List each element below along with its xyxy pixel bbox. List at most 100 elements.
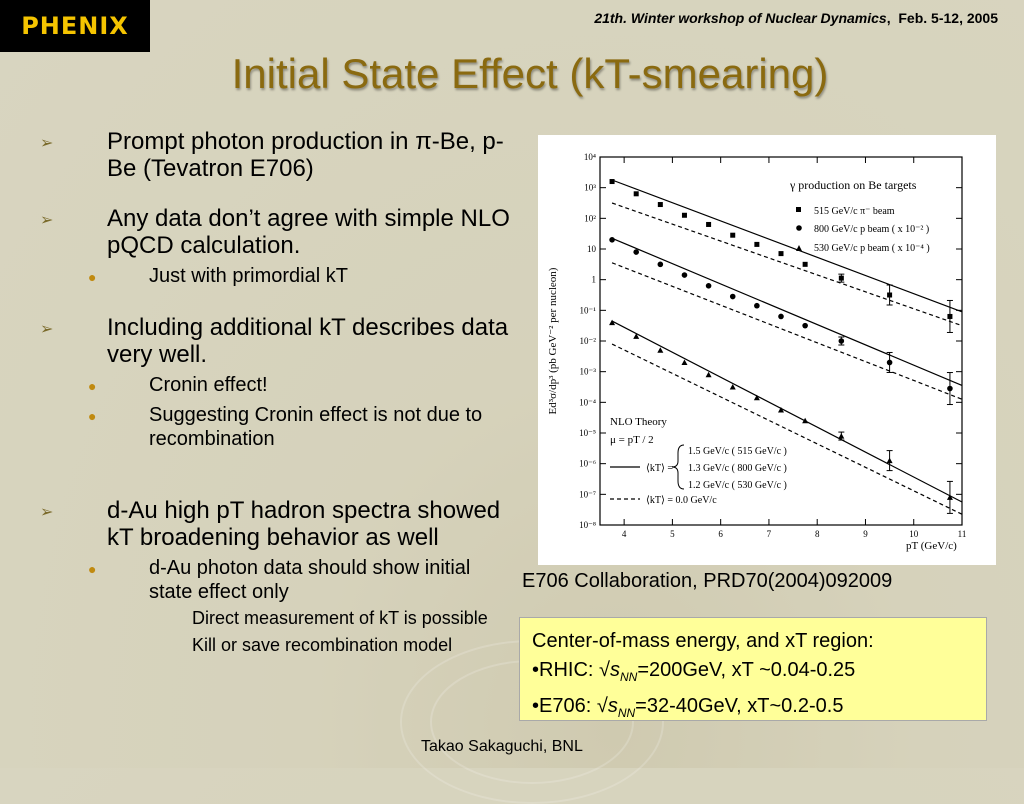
x-tick-label: 6: [718, 529, 723, 539]
dot-bullet-icon: ●: [88, 269, 97, 285]
legend-entry: 530 GeV/c p beam ( x 10⁻⁴ ): [814, 243, 930, 254]
data-point: [706, 221, 712, 227]
data-point: [778, 313, 784, 320]
y-tick-label: 10: [587, 244, 597, 254]
data-point: [681, 212, 687, 218]
energy-info-box: Center-of-mass energy, and xT region: •R…: [519, 617, 987, 721]
y-tick-label: 10²: [584, 213, 596, 223]
data-point: [802, 322, 808, 329]
sub-sub-bullet-item: Direct measurement of kT is possible: [192, 608, 488, 628]
legend-entry: 515 GeV/c π⁻ beam: [814, 206, 895, 217]
bullet-item: ➢ Any data don’t agree with simple NLO pQ…: [40, 205, 510, 259]
data-point: [657, 202, 663, 208]
y-tick-label: 10⁻⁷: [579, 489, 596, 499]
data-point: [947, 385, 953, 392]
data-point: [754, 302, 760, 309]
data-point: [729, 384, 736, 390]
bullet-item: ➢ Including additional kT describes data …: [40, 314, 509, 368]
y-tick-label: 1: [592, 275, 597, 285]
data-point: [609, 237, 615, 243]
bullet-item: ➢ Prompt photon production in π-Be, p-Be …: [40, 128, 504, 182]
figure-caption: E706 Collaboration, PRD70(2004)092009: [522, 570, 893, 592]
y-tick-label: 10⁻⁴: [579, 397, 596, 407]
mu-label: μ = pT / 2: [610, 434, 654, 446]
legend-marker-triangle: [796, 245, 802, 251]
photon-spectra-figure: 10⁴ 10³ 10² 10 1 10⁻¹ 10⁻² 10⁻³ 10⁻⁴ 10⁻⁵ 10⁻⁶ 10⁻⁷…: [538, 135, 996, 565]
bullet-list: ➢ Prompt photon production in π-Be, p-Be …: [40, 128, 510, 682]
theory-curve-solid: [611, 320, 963, 503]
x-tick-label: 9: [863, 529, 868, 539]
theory-curve-solid: [611, 179, 963, 313]
data-point: [633, 249, 639, 255]
y-tick-label: 10⁻⁶: [579, 459, 596, 469]
legend-marker-circle: [796, 225, 802, 231]
data-point: [802, 417, 809, 424]
data-point: [802, 261, 808, 267]
theory-curve-dashed: [611, 343, 963, 515]
data-point: [609, 179, 615, 185]
data-point: [947, 313, 953, 319]
info-line: Center-of-mass energy, and xT region:: [532, 630, 874, 652]
data-point: [887, 292, 893, 298]
footer-author: Takao Sakaguchi, BNL: [421, 738, 583, 755]
theory-label: NLO Theory: [610, 416, 667, 428]
y-tick-label: 10⁻³: [580, 367, 597, 377]
sub-bullet-item: ● Just with primordial kT: [88, 265, 348, 287]
workshop-header: 21th. Winter workshop of Nuclear Dynamic…: [594, 10, 998, 26]
x-tick-label: 4: [622, 529, 627, 539]
y-tick-label: 10⁻⁵: [579, 428, 596, 438]
data-point: [729, 293, 736, 300]
sub-sub-bullet-item: Kill or save recombination model: [192, 635, 453, 655]
sub-bullet-item: ● Suggesting Cronin effect is not due to …: [88, 404, 483, 450]
y-tick-label: 10³: [584, 183, 596, 193]
sub-bullet-item: ● Cronin effect!: [88, 374, 268, 396]
data-point: [838, 433, 845, 439]
data-point: [886, 457, 893, 464]
kt-zero-label: ⟨kT⟩ = 0.0 GeV/c: [646, 495, 717, 506]
sub-bullet-item: ● d-Au photon data should show initial st…: [88, 557, 471, 603]
x-tick-label: 11: [958, 529, 967, 539]
x-tick-label: 8: [815, 529, 820, 539]
arrow-bullet-icon: ➢: [40, 504, 54, 521]
kt-value: 1.5 GeV/c ( 515 GeV/c ): [688, 446, 787, 457]
x-tick-label: 7: [767, 529, 772, 539]
data-point: [705, 371, 712, 378]
data-point: [886, 359, 893, 366]
data-point: [838, 275, 844, 281]
theory-curve-solid: [611, 237, 963, 387]
kt-value: 1.2 GeV/c ( 530 GeV/c ): [688, 480, 787, 491]
data-point: [753, 394, 760, 401]
phenix-logo: PHENIX: [0, 0, 150, 52]
workshop-dates: Feb. 5-12, 2005: [898, 10, 998, 26]
arrow-bullet-icon: ➢: [40, 212, 54, 229]
data-point: [657, 261, 664, 268]
legend-marker-square: [796, 207, 801, 212]
x-tick-label: 5: [670, 529, 675, 539]
data-point: [705, 283, 712, 289]
y-axis-label: Ed³σ/dp³ (pb GeV⁻² per nucleon): [547, 267, 559, 414]
photon-spectra-plot: 10⁴ 10³ 10² 10 1 10⁻¹ 10⁻² 10⁻³ 10⁻⁴ 10⁻⁵ 10⁻⁶ 10⁻⁷…: [547, 152, 967, 552]
data-point: [778, 251, 784, 257]
dot-bullet-icon: ●: [88, 561, 97, 577]
x-axis-label: pT (GeV/c): [906, 540, 957, 552]
data-point: [609, 319, 616, 326]
figure-title: γ production on Be targets: [789, 178, 917, 192]
data-point: [778, 407, 784, 413]
x-tick-label: 10: [909, 529, 919, 539]
bullet-item: ➢ d-Au high pT hadron spectra showed kT b…: [40, 497, 501, 551]
data-point: [633, 191, 639, 197]
y-tick-label: 10⁻¹: [580, 305, 597, 315]
theory-curve-dashed: [611, 202, 963, 327]
kt-brace: [671, 444, 685, 490]
dot-bullet-icon: ●: [88, 378, 97, 394]
slide-title: Initial State Effect (kT-smearing): [231, 50, 829, 97]
info-line-rhic: •RHIC: √sNN=200GeV, xT ~0.04-0.25: [532, 659, 856, 684]
dot-bullet-icon: ●: [88, 408, 97, 424]
y-tick-label: 10⁻⁸: [579, 520, 596, 530]
workshop-name: 21th. Winter workshop of Nuclear Dynamic…: [594, 10, 887, 26]
data-point: [681, 272, 688, 278]
kt-value: 1.3 GeV/c ( 800 GeV/c ): [688, 463, 787, 474]
y-tick-label: 10⁴: [584, 152, 596, 162]
y-tick-label: 10⁻²: [580, 336, 597, 346]
data-point: [838, 338, 845, 344]
